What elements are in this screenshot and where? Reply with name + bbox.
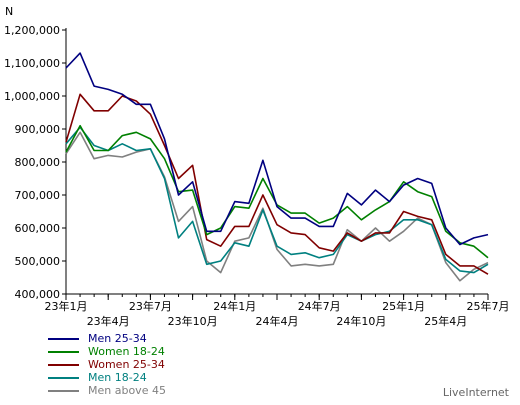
y-tick-label: 700,000: [15, 189, 61, 202]
y-tick-label: 1,000,000: [4, 90, 60, 103]
x-tick-label: 23年4月: [87, 314, 130, 328]
legend-label: Women 18-24: [88, 345, 165, 358]
x-tick-label: 25年7月: [467, 299, 510, 313]
y-tick-label: 1,200,000: [4, 24, 60, 37]
series-line: [65, 124, 489, 259]
series-lines: [65, 52, 489, 282]
x-tick-label: 23年10月: [168, 314, 218, 328]
legend-label: Women 25-34: [88, 358, 165, 371]
y-axis-ticks: 400,000 500,000 600,000 700,000 800,000 900,0…: [4, 24, 66, 301]
y-tick-label: 1,100,000: [4, 57, 60, 70]
y-axis-title: N: [5, 5, 13, 18]
credit-text: LiveInternet: [442, 386, 509, 399]
legend-swatch: [48, 338, 79, 340]
x-axis-ticks: 23年1月 23年7月 24年1月 24年7月 25年1月 25年7月 23年4月 23年10…: [45, 294, 510, 328]
y-tick-label: 500,000: [15, 255, 61, 268]
legend-swatch: [48, 390, 79, 392]
y-tick-label: 600,000: [15, 222, 61, 235]
legend-swatch: [48, 351, 79, 353]
legend-swatch: [48, 377, 79, 379]
x-tick-label: 25年1月: [382, 299, 425, 313]
legend-label: Men 25-34: [88, 332, 147, 345]
y-tick-label: 800,000: [15, 156, 61, 169]
x-tick-label: 24年4月: [256, 314, 299, 328]
x-tick-label: 24年1月: [213, 299, 256, 313]
y-tick-label: 900,000: [15, 123, 61, 136]
series-line: [65, 52, 489, 246]
legend-swatch: [48, 364, 79, 366]
series-line: [65, 131, 489, 282]
x-tick-label: 25年4月: [424, 314, 467, 328]
x-tick-label: 23年7月: [129, 299, 172, 313]
x-tick-label: 24年7月: [298, 299, 341, 313]
series-line: [65, 126, 489, 274]
series-line: [65, 93, 489, 275]
axes: [65, 28, 488, 295]
y-tick-label: 400,000: [15, 288, 61, 301]
x-tick-label: 23年1月: [45, 299, 88, 313]
legend-label: Men 18-24: [88, 371, 147, 384]
x-tick-label: 24年10月: [336, 314, 386, 328]
legend-label: Men above 45: [88, 384, 166, 397]
